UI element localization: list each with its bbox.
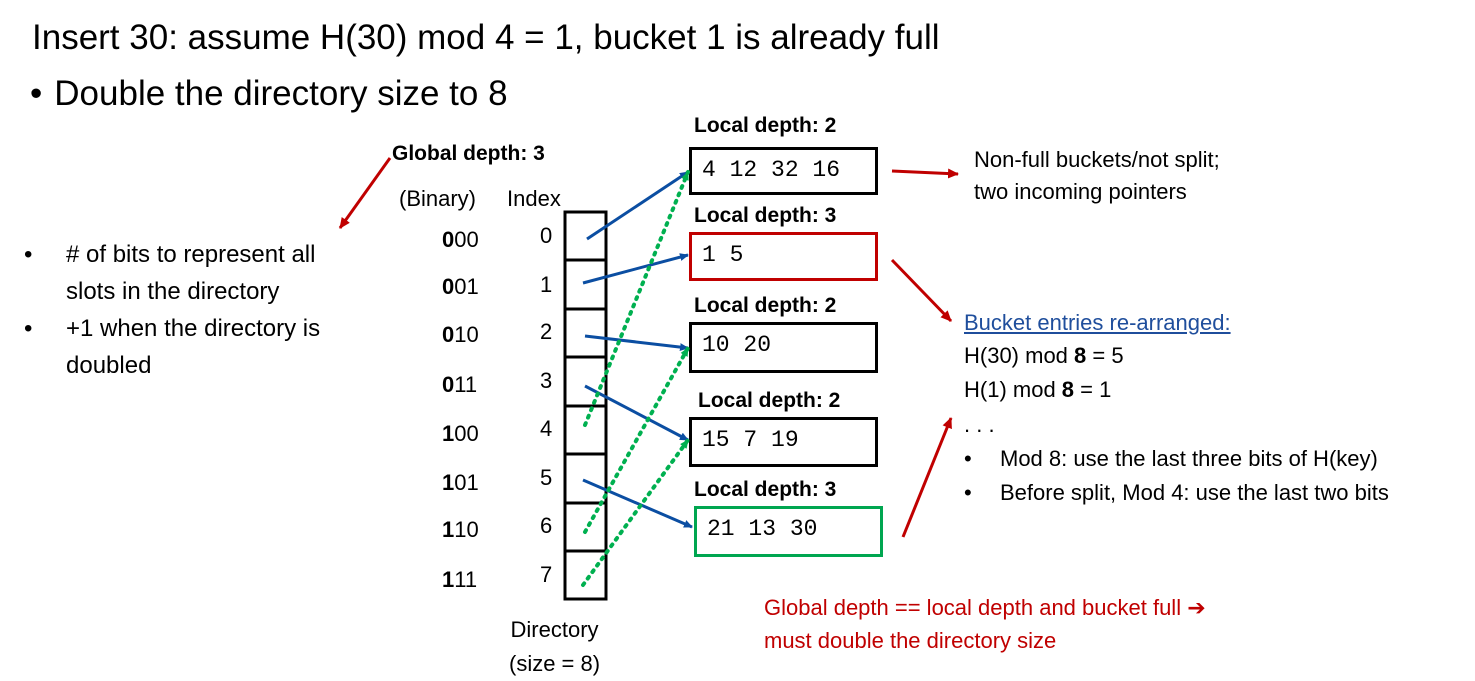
warning-line: Global depth == local depth and bucket f… xyxy=(764,595,1206,620)
directory-caption: Directory (size = 8) xyxy=(509,613,600,681)
directory-array xyxy=(563,210,608,601)
local-depth-label: Local depth: 2 xyxy=(698,389,841,412)
index-label: 3 xyxy=(540,368,553,393)
rearranged-title: Bucket entries re-arranged: xyxy=(964,310,1231,335)
directory-caption-line: (size = 8) xyxy=(509,651,601,676)
bucket-2: 10 20 xyxy=(689,322,878,373)
rearranged-bullet: • Mod 8: use the last three bits of H(key… xyxy=(964,446,1378,472)
note-item: • # of bits to represent all slots in th… xyxy=(24,236,320,310)
callout-arrow xyxy=(890,258,953,323)
note-bullet: • xyxy=(24,241,33,268)
bullet-glyph: • xyxy=(30,74,43,113)
pointer-arrow xyxy=(584,334,689,352)
callout-arrow xyxy=(901,417,953,538)
nonfull-line: two incoming pointers xyxy=(974,179,1187,204)
bucket-3: 15 7 19 xyxy=(689,417,878,467)
dotted-pointer xyxy=(583,170,690,427)
global-depth-notes: • # of bits to represent all slots in th… xyxy=(24,236,320,384)
index-label: 4 xyxy=(540,416,553,441)
sub-bullet-text: Double the directory size to 8 xyxy=(54,74,508,113)
binary-label: 101 xyxy=(442,470,479,495)
index-label: 7 xyxy=(540,562,553,587)
local-depth-label: Local depth: 2 xyxy=(694,294,837,317)
ellipsis: . . . xyxy=(964,412,995,437)
binary-label: 110 xyxy=(442,517,479,542)
note-line: +1 when the directory is xyxy=(66,315,321,342)
pointer-arrow xyxy=(584,384,689,442)
bullet-glyph: • xyxy=(964,446,972,471)
index-label: 5 xyxy=(540,465,553,490)
note-line: # of bits to represent all xyxy=(66,241,316,268)
bucket-4: 21 13 30 xyxy=(694,506,883,557)
pointer-arrow xyxy=(586,170,689,241)
local-depth-label: Local depth: 3 xyxy=(694,478,837,501)
binary-label: 100 xyxy=(442,421,479,446)
bucket-0: 4 12 32 16 xyxy=(689,147,878,195)
index-header: Index xyxy=(507,186,561,211)
rearranged-bullet: • Before split, Mod 4: use the last two b… xyxy=(964,480,1389,506)
binary-label: 011 xyxy=(442,372,478,397)
local-depth-label: Local depth: 3 xyxy=(694,204,837,227)
dotted-pointer xyxy=(581,438,690,587)
warning-line: must double the directory size xyxy=(764,628,1057,653)
binary-label: 000 xyxy=(442,227,479,252)
note-item: • +1 when the directory is doubled xyxy=(24,310,320,384)
binary-label: 111 xyxy=(442,567,478,592)
dotted-pointer xyxy=(583,346,690,534)
note-bullet: • xyxy=(24,315,33,342)
index-label: 2 xyxy=(540,319,553,344)
nonfull-note: Non-full buckets/not split; two incoming… xyxy=(974,144,1220,208)
callout-arrow xyxy=(891,168,959,179)
bullet-glyph: • xyxy=(964,480,972,505)
local-depth-label: Local depth: 2 xyxy=(694,114,837,137)
pointer-arrow xyxy=(582,478,693,529)
slide-title: Insert 30: assume H(30) mod 4 = 1, bucke… xyxy=(32,18,940,57)
warning-note: Global depth == local depth and bucket f… xyxy=(764,591,1206,657)
sub-bullet: • Double the directory size to 8 xyxy=(30,74,508,114)
rearranged-line: H(30) mod 8 = 5 xyxy=(964,343,1124,368)
global-depth-label: Global depth: 3 xyxy=(392,142,545,165)
pointer-arrow xyxy=(582,253,689,285)
rearranged-line: H(1) mod 8 = 1 xyxy=(964,377,1112,402)
index-label: 1 xyxy=(540,272,553,297)
nonfull-line: Non-full buckets/not split; xyxy=(974,147,1220,172)
directory-caption-line: Directory xyxy=(510,617,599,642)
bucket-1: 1 5 xyxy=(689,232,878,281)
bullet-text: Before split, Mod 4: use the last two bi… xyxy=(1000,480,1389,505)
binary-header: (Binary) xyxy=(399,186,477,211)
note-line: doubled xyxy=(66,352,152,379)
binary-label: 001 xyxy=(442,274,479,299)
binary-label: 010 xyxy=(442,322,479,347)
index-label: 0 xyxy=(540,223,553,248)
note-line: slots in the directory xyxy=(66,278,280,305)
bullet-text: Mod 8: use the last three bits of H(key) xyxy=(1000,446,1378,471)
index-label: 6 xyxy=(540,513,553,538)
callout-arrow xyxy=(338,157,392,229)
